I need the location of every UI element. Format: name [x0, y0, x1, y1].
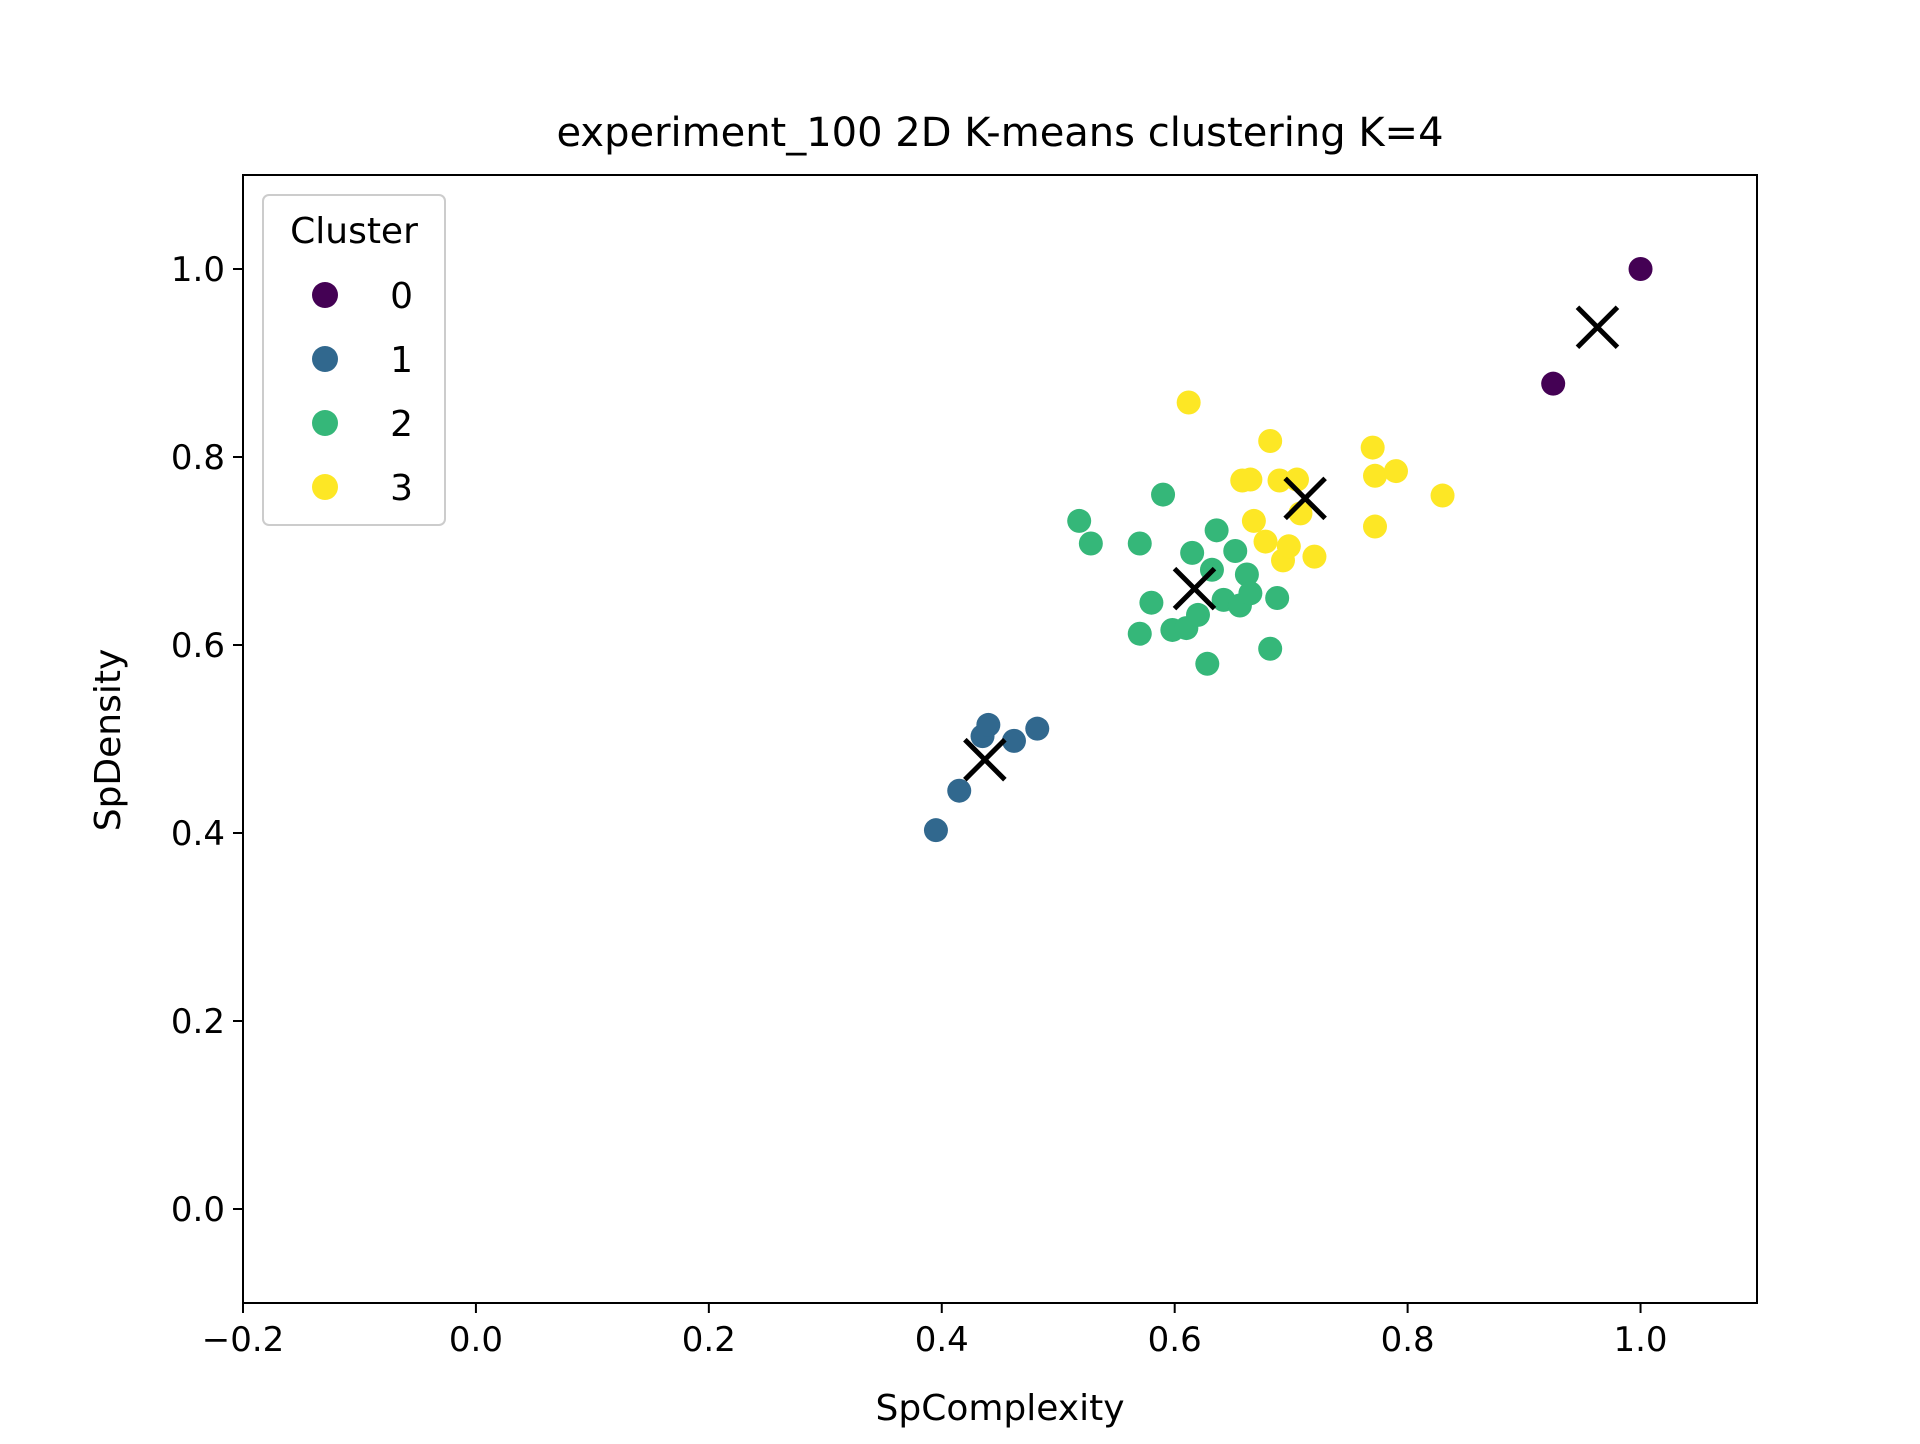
legend: Cluster 0 1 2 3 — [262, 194, 446, 526]
legend-item: 1 — [312, 340, 413, 381]
data-point — [1258, 429, 1283, 454]
centroid-stroke — [1575, 305, 1620, 350]
data-point — [1238, 581, 1263, 606]
data-point — [1238, 467, 1263, 492]
data-point — [1223, 539, 1248, 563]
x-tick-label: 0.6 — [1148, 1320, 1202, 1360]
legend-item: 3 — [312, 468, 413, 509]
legend-marker — [312, 282, 338, 308]
y-tick-label: 0.6 — [171, 626, 225, 666]
centroid-marker — [963, 737, 1007, 782]
data-point — [1360, 435, 1385, 460]
data-point — [1204, 518, 1229, 543]
legend-label: 0 — [390, 276, 413, 317]
data-point — [1067, 508, 1092, 533]
data-point — [1078, 531, 1103, 556]
data-point — [1241, 508, 1266, 533]
plot-frame — [242, 174, 1758, 1304]
data-point — [1195, 651, 1220, 676]
data-point — [1276, 534, 1301, 559]
x-tick-label: 0.4 — [915, 1320, 969, 1360]
y-tick-label: 1.0 — [171, 250, 225, 290]
x-tick-label: 0.2 — [682, 1320, 736, 1360]
data-point — [1363, 514, 1388, 539]
y-tick-label: 0.4 — [171, 814, 225, 854]
y-tick-label: 0.0 — [171, 1190, 225, 1230]
x-tick-label: 0.8 — [1381, 1320, 1435, 1360]
data-point — [1176, 390, 1201, 415]
data-point — [1025, 716, 1050, 741]
data-point — [1127, 531, 1152, 556]
legend-item: 2 — [312, 404, 413, 445]
data-point — [1001, 728, 1026, 753]
data-point — [1139, 590, 1164, 615]
cluster-1-points — [923, 712, 1050, 843]
centroid-stroke — [963, 737, 1007, 782]
y-axis-label: SpDensity — [88, 649, 129, 832]
plot-area: −0.2 0.0 0.2 0.4 0.6 0.8 1.0 0.0 0.2 0.4 0.6 0.8 1.0 — [171, 174, 1758, 1360]
cluster-0-points — [1541, 257, 1653, 396]
x-tick-label: 0.0 — [449, 1320, 503, 1360]
data-point — [947, 778, 972, 803]
data-point — [1628, 257, 1653, 281]
data-point — [1265, 586, 1290, 610]
data-point — [1258, 636, 1283, 661]
legend-label: 1 — [390, 340, 413, 381]
cluster-2-points — [1067, 482, 1290, 676]
legend-label: 2 — [390, 404, 413, 445]
x-tick-label: 1.0 — [1613, 1320, 1667, 1360]
legend-marker — [312, 346, 338, 372]
data-point — [1180, 540, 1205, 565]
legend-title: Cluster — [290, 211, 418, 252]
y-tick-label: 0.2 — [171, 1002, 225, 1042]
centroid-marker — [1172, 566, 1217, 611]
legend-marker — [312, 474, 338, 500]
data-point — [1127, 621, 1152, 646]
data-point — [1363, 463, 1388, 488]
data-point — [1541, 371, 1566, 396]
centroid-markers — [963, 305, 1620, 782]
data-point — [923, 818, 948, 843]
legend-box — [262, 194, 446, 526]
centroid-stroke — [1172, 566, 1217, 611]
x-axis-label: SpComplexity — [875, 1388, 1124, 1429]
centroid-marker — [1283, 476, 1327, 521]
legend-marker — [312, 410, 338, 436]
data-point — [1383, 459, 1408, 484]
data-point — [1234, 562, 1259, 587]
centroid-stroke — [1283, 476, 1327, 521]
x-tick-label: −0.2 — [202, 1320, 285, 1360]
data-point — [1302, 544, 1327, 569]
data-point — [1151, 482, 1176, 507]
centroid-marker — [1575, 305, 1620, 350]
data-point — [1430, 483, 1455, 508]
legend-item: 0 — [312, 276, 413, 317]
chart-title: experiment_100 2D K-means clustering K=4 — [556, 110, 1443, 156]
data-point — [1253, 529, 1278, 554]
y-tick-label: 0.8 — [171, 438, 225, 478]
legend-label: 3 — [390, 468, 413, 509]
data-point — [1185, 602, 1210, 627]
data-point — [976, 712, 1001, 737]
data-point — [1267, 468, 1292, 493]
